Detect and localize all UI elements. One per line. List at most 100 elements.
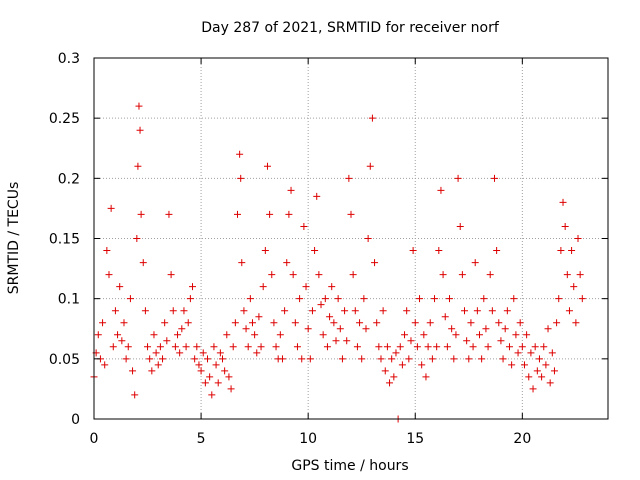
data-point (221, 367, 229, 375)
data-point (433, 343, 441, 351)
x-tick-label: 20 (513, 431, 531, 447)
data-point (490, 174, 498, 182)
data-point (353, 343, 361, 351)
y-axis-tick-labels: 0 0.05 0.1 0.15 0.2 0.25 0.3 (49, 51, 80, 428)
data-point (223, 331, 231, 339)
data-point (467, 319, 475, 327)
data-point (523, 331, 531, 339)
data-point (214, 379, 222, 387)
data-point (463, 337, 471, 345)
data-point (270, 319, 278, 327)
data-point (253, 349, 261, 357)
axis-ticks (93, 57, 608, 420)
data-point (418, 361, 426, 369)
data-point (300, 222, 308, 230)
data-point (371, 259, 379, 267)
y-tick-label: 0.15 (49, 232, 80, 248)
data-point (210, 343, 218, 351)
data-point (565, 307, 573, 315)
data-point (568, 247, 576, 255)
data-point (520, 361, 528, 369)
data-point (257, 343, 265, 351)
data-point (109, 343, 117, 351)
data-point (351, 307, 359, 315)
data-point (255, 313, 263, 321)
data-point (368, 114, 376, 122)
data-point (377, 355, 385, 363)
grid-lines (94, 58, 608, 419)
data-point (383, 343, 391, 351)
data-point (133, 235, 141, 242)
data-point (266, 210, 274, 218)
data-point (330, 319, 338, 327)
data-point (169, 307, 177, 315)
data-point (338, 355, 346, 363)
data-point (544, 325, 552, 333)
data-point (443, 343, 451, 351)
data-point (535, 355, 543, 363)
data-point (413, 343, 421, 351)
data-point (501, 325, 509, 333)
data-point (360, 295, 368, 303)
chart-title: Day 287 of 2021, SRMTID for receiver nor… (201, 20, 500, 36)
data-point (426, 319, 434, 327)
data-point (431, 295, 439, 303)
data-point (261, 247, 269, 255)
data-point (281, 307, 289, 315)
data-point (293, 343, 301, 351)
data-point (291, 319, 299, 327)
data-point (161, 319, 169, 327)
data-point (244, 343, 252, 351)
data-point (311, 247, 319, 255)
data-point (373, 319, 381, 327)
data-point (570, 283, 578, 291)
data-point (448, 325, 456, 333)
data-point (341, 307, 349, 315)
data-point (193, 343, 201, 351)
data-point (456, 222, 464, 230)
data-point (238, 259, 246, 267)
data-point (411, 319, 419, 327)
data-point (398, 361, 406, 369)
data-point (527, 349, 535, 357)
data-point (319, 331, 327, 339)
y-tick-label: 0.3 (58, 51, 80, 67)
data-point (111, 307, 119, 315)
data-point (563, 271, 571, 279)
data-point (345, 174, 353, 182)
data-point (358, 355, 366, 363)
data-point (326, 313, 334, 321)
data-point (246, 295, 254, 303)
data-point (135, 102, 143, 110)
data-point (461, 307, 469, 315)
data-point (446, 295, 454, 303)
data-point (126, 295, 134, 303)
data-point (120, 319, 128, 327)
y-tick-label: 0.05 (49, 352, 80, 368)
data-point (424, 343, 432, 351)
data-point (229, 343, 237, 351)
data-point (525, 373, 533, 381)
data-point (317, 301, 325, 309)
data-point (131, 391, 139, 399)
data-point (473, 307, 481, 315)
data-point (480, 295, 488, 303)
y-tick-label: 0.25 (49, 111, 80, 127)
data-point (148, 367, 156, 375)
data-point (233, 210, 241, 218)
data-point (231, 319, 239, 327)
data-point (454, 174, 462, 182)
data-point (105, 271, 113, 279)
data-point (514, 349, 522, 357)
data-point (263, 162, 271, 170)
data-point (152, 349, 160, 357)
data-point (134, 162, 142, 170)
data-point (553, 319, 561, 327)
data-point (189, 283, 197, 291)
data-point (347, 210, 355, 218)
y-axis-label: SRMTID / TECUs (6, 182, 22, 295)
data-point (328, 283, 336, 291)
data-point (559, 198, 567, 206)
data-point (116, 283, 124, 291)
data-point (476, 331, 483, 339)
